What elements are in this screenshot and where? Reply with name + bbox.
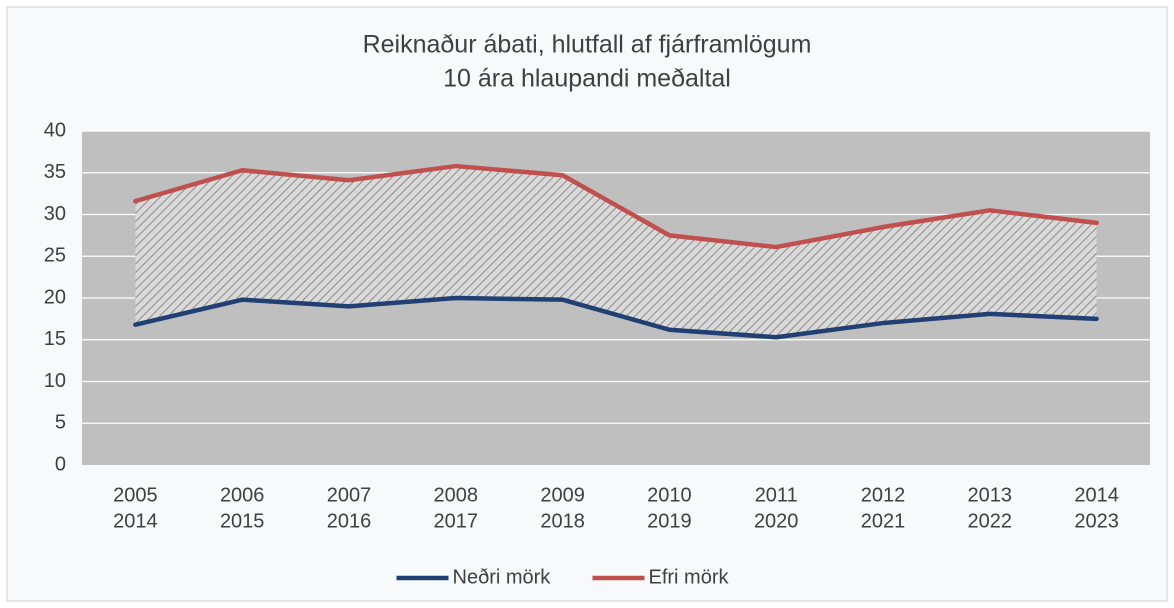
y-tick-label: 5	[55, 412, 66, 434]
x-tick-label: 2012	[861, 484, 906, 506]
x-tick-label: 2020	[754, 510, 799, 532]
x-tick-label: 2016	[327, 510, 372, 532]
band-area	[135, 166, 1097, 338]
x-tick-label: 2007	[327, 484, 372, 506]
chart-title: Reiknaður ábati, hlutfall af fjárframlög…	[363, 31, 812, 59]
x-tick-label: 2017	[434, 510, 479, 532]
x-tick-label: 2021	[861, 510, 906, 532]
x-tick-label: 2006	[220, 484, 265, 506]
x-tick-label: 2022	[968, 510, 1013, 532]
y-tick-label: 0	[55, 453, 66, 475]
x-tick-label: 2015	[220, 510, 265, 532]
x-tick-label: 2011	[755, 484, 798, 506]
series-line	[133, 163, 1099, 250]
x-tick-label: 2008	[434, 484, 479, 506]
x-tick-label: 2005	[113, 484, 158, 506]
series-line	[133, 295, 1099, 340]
x-tick-label: 2013	[968, 484, 1013, 506]
x-tick-label: 2018	[540, 510, 585, 532]
x-tick-label: 2009	[540, 484, 585, 506]
y-tick-label: 25	[44, 245, 66, 267]
x-tick-label: 2019	[647, 510, 692, 532]
y-tick-label: 15	[44, 328, 66, 350]
x-tick-label: 2023	[1074, 510, 1119, 532]
legend-label: Efri mörk	[649, 566, 730, 588]
y-tick-label: 30	[44, 203, 66, 225]
chart-subtitle: 10 ára hlaupandi meðaltal	[443, 65, 731, 93]
x-tick-label: 2010	[647, 484, 692, 506]
y-tick-label: 40	[44, 119, 66, 141]
y-tick-label: 10	[44, 370, 66, 392]
x-tick-label: 2014	[1074, 484, 1119, 506]
x-tick-label: 2014	[113, 510, 158, 532]
y-tick-label: 20	[44, 286, 66, 308]
y-tick-label: 35	[44, 161, 66, 183]
legend-label: Neðri mörk	[453, 566, 552, 588]
